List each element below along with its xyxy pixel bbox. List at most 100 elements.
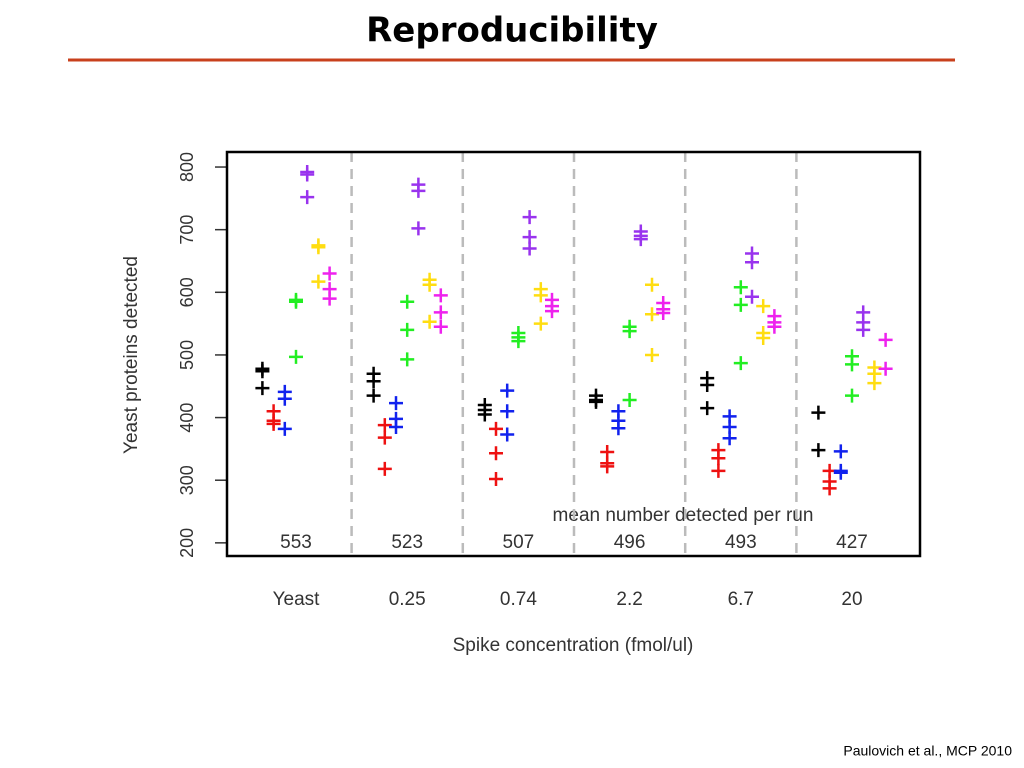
y-tick-label: 700 [177,215,197,245]
plus-marker [722,431,737,446]
plus-marker [811,405,826,420]
plus-marker [589,394,603,409]
plus-marker [433,319,448,334]
y-tick-label: 800 [177,152,197,182]
plus-marker [377,418,392,433]
plus-marker [500,427,515,442]
plus-marker [645,277,659,292]
plus-marker [811,443,826,458]
citation: Paulovich et al., MCP 2010 [843,743,1012,759]
plus-marker [822,481,837,496]
plus-marker [300,190,315,205]
plus-marker [845,388,859,403]
plus-marker [411,221,426,236]
plus-marker [311,274,326,289]
mean-label: 493 [725,532,757,553]
plus-marker [411,183,426,198]
plus-marker [377,461,392,476]
mean-label: 523 [391,532,423,553]
plus-marker [645,307,659,322]
plus-marker [733,280,748,295]
y-tick-label: 200 [177,528,197,558]
plus-marker [878,361,893,376]
plus-marker [533,288,548,303]
plus-marker [845,357,859,372]
plus-marker [289,349,303,364]
plus-marker [756,299,771,314]
plus-marker [400,294,415,309]
annotation: mean number detected per run [553,505,814,526]
plus-marker [700,401,715,416]
plus-marker [400,352,415,367]
plus-marker [733,297,748,312]
plus-marker [511,334,526,349]
plus-marker [533,316,548,331]
plus-marker [500,404,515,419]
plus-marker [711,463,726,478]
plus-marker [522,210,537,225]
mean-label: 553 [280,532,312,553]
plus-marker [277,421,292,436]
plus-marker [255,381,270,396]
plus-marker [433,288,448,303]
x-axis-label: Spike concentration (fmol/ul) [453,635,694,656]
plus-marker [300,167,315,182]
plus-marker [389,396,403,411]
plus-marker [645,347,659,362]
y-tick-label: 600 [177,277,197,307]
plus-marker [500,383,515,398]
plus-marker [322,266,337,281]
y-tick-label: 400 [177,403,197,433]
plus-marker [622,324,637,339]
plot-frame [225,150,922,558]
plus-marker [711,451,726,466]
y-axis-label: Yeast proteins detected [121,256,142,454]
x-tick-label: Yeast [273,589,321,610]
x-tick-label: 20 [841,589,862,610]
plus-marker [878,332,893,347]
y-tick-label: 500 [177,340,197,370]
plus-marker [867,376,882,391]
plus-marker [633,232,648,247]
plus-marker [377,430,392,445]
x-tick-label: 2.2 [616,589,642,610]
plus-marker [389,419,403,434]
plus-marker [400,322,415,337]
plus-marker [700,378,715,393]
plus-marker [745,255,759,270]
mean-label: 427 [836,532,868,553]
plus-marker [289,294,303,309]
mean-label: 496 [614,532,646,553]
plus-marker [833,444,848,459]
plus-marker [489,471,503,486]
plus-marker [600,459,615,474]
x-tick-label: 0.74 [500,589,537,610]
plus-marker [322,291,337,306]
plus-marker [745,289,759,304]
plus-marker [433,305,448,320]
plus-marker [489,446,503,461]
plus-marker [767,319,782,334]
plus-marker [366,374,381,389]
mean-label: 507 [503,532,535,553]
plus-marker [422,314,437,329]
plus-marker [266,416,281,431]
plus-marker [311,240,326,255]
plus-marker [545,304,559,319]
plus-marker [366,388,381,403]
x-tick-label: 0.25 [389,589,426,610]
plus-marker [422,277,437,292]
plus-marker [833,465,848,480]
plus-marker [277,391,292,406]
y-tick-label: 300 [177,465,197,495]
plus-marker [856,322,871,337]
plus-marker [255,364,270,379]
plus-marker [656,305,671,320]
plus-marker [622,393,637,408]
slide-title: Reproducibility [366,11,658,51]
plus-marker [477,407,492,422]
plus-marker [756,331,771,346]
plus-marker [733,356,748,371]
x-tick-label: 6.7 [728,589,754,610]
